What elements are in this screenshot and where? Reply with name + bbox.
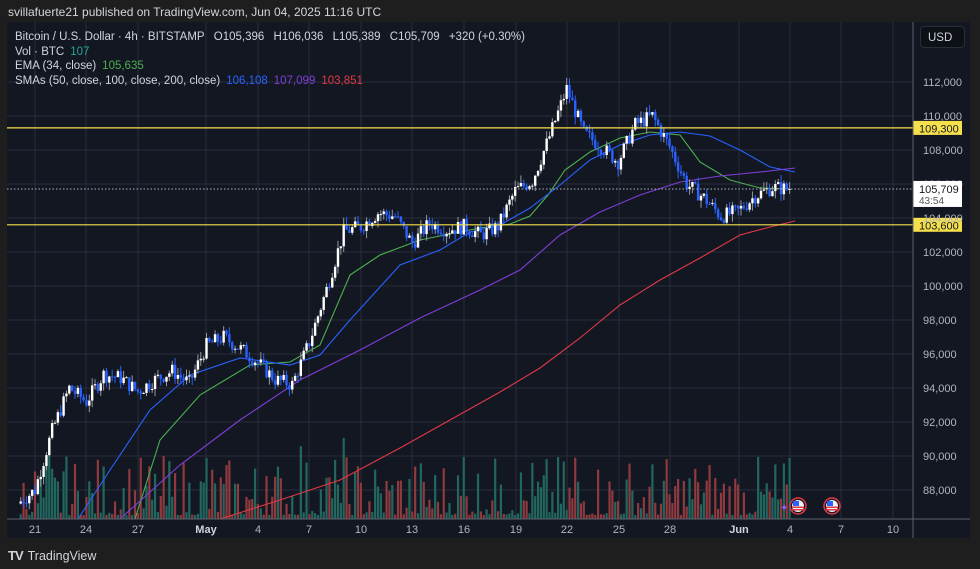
svg-text:21: 21 (29, 524, 41, 536)
sma200-value: 103,851 (321, 74, 363, 87)
svg-text:25: 25 (613, 524, 625, 536)
economic-events[interactable]: ✦ (780, 497, 841, 515)
svg-text:10: 10 (355, 524, 367, 536)
publisher-line: svillafuerte21 published on TradingView.… (8, 5, 382, 19)
moving-average-lines (77, 131, 796, 520)
sma-label: SMAs (50, close, 100, close, 200, close) (15, 74, 221, 87)
currency-button[interactable]: USD (920, 26, 965, 48)
svg-text:96,000: 96,000 (923, 349, 957, 361)
price-change: +320 (+0.30%) (448, 31, 525, 43)
us-event-flag-icon[interactable] (789, 497, 807, 515)
volume-value: 107 (70, 45, 90, 58)
volume-label: Vol · BTC (15, 45, 65, 58)
svg-text:16: 16 (458, 524, 470, 536)
candlesticks (19, 78, 791, 510)
ema-indicator-row[interactable]: EMA (34, close) 105,635 (15, 59, 531, 74)
tradingview-footer: TV TradingView (8, 548, 96, 563)
ohlc-close: C105,709 (389, 31, 440, 43)
svg-text:90,000: 90,000 (923, 451, 957, 463)
svg-text:May: May (195, 524, 217, 536)
svg-text:94,000: 94,000 (923, 383, 957, 395)
svg-text:28: 28 (664, 524, 676, 536)
chart-legend: Bitcoin / U.S. Dollar · 4h · BITSTAMP O1… (15, 30, 531, 88)
svg-text:4: 4 (255, 524, 261, 536)
sma50-value: 106,108 (226, 74, 268, 87)
svg-text:22: 22 (561, 524, 573, 536)
svg-text:13: 13 (406, 524, 418, 536)
chart-panel[interactable]: 109,300 103,600 88,000 90,000 92,000 94,000 9… (7, 22, 970, 538)
ohlc-low: L105,389 (332, 31, 381, 43)
svg-text:19: 19 (510, 524, 522, 536)
svg-text:98,000: 98,000 (923, 315, 957, 327)
volume-bars (19, 437, 791, 519)
volume-indicator-row[interactable]: Vol · BTC 107 (15, 45, 531, 60)
footer-brand: TradingView (27, 548, 97, 563)
horizontal-levels[interactable]: 109,300 103,600 (7, 120, 962, 232)
tradingview-logo-icon: TV (8, 548, 24, 563)
svg-text:7: 7 (838, 524, 844, 536)
svg-text:Jun: Jun (729, 524, 749, 536)
symbol-row[interactable]: Bitcoin / U.S. Dollar · 4h · BITSTAMP O1… (15, 30, 531, 45)
svg-text:10: 10 (887, 524, 899, 536)
ohlc-high: H106,036 (273, 31, 324, 43)
ohlc-open: O105,396 (213, 31, 265, 43)
svg-text:108,000: 108,000 (923, 145, 963, 157)
svg-text:105,709: 105,709 (919, 184, 959, 196)
svg-text:110,000: 110,000 (923, 111, 962, 123)
chart-grid (7, 22, 913, 519)
svg-text:109,300: 109,300 (919, 123, 959, 135)
sma100-value: 107,099 (273, 74, 316, 87)
svg-text:7: 7 (306, 524, 312, 536)
axes: 88,000 90,000 92,000 94,000 96,000 98,000 100,… (7, 22, 970, 538)
svg-text:88,000: 88,000 (923, 485, 957, 497)
ema-label: EMA (34, close) (15, 60, 97, 72)
svg-text:43:54: 43:54 (919, 196, 944, 207)
us-event-flag-icon[interactable] (823, 497, 841, 515)
ema-value: 105,635 (102, 60, 144, 72)
idea-marker-icon: ✦ (780, 503, 788, 514)
symbol-name: Bitcoin / U.S. Dollar · 4h · BITSTAMP (15, 31, 205, 43)
svg-text:27: 27 (132, 524, 144, 536)
sma-indicator-row[interactable]: SMAs (50, close, 100, close, 200, close)… (15, 74, 531, 89)
svg-text:92,000: 92,000 (923, 417, 957, 429)
svg-text:100,000: 100,000 (923, 281, 963, 293)
svg-text:103,600: 103,600 (919, 220, 959, 232)
svg-text:24: 24 (80, 524, 92, 536)
svg-text:102,000: 102,000 (923, 247, 963, 259)
svg-text:4: 4 (787, 524, 793, 536)
svg-text:112,000: 112,000 (923, 77, 962, 89)
svg-text:104,000: 104,000 (923, 213, 963, 225)
price-chart-canvas[interactable]: 109,300 103,600 88,000 90,000 92,000 94,000 9… (7, 22, 970, 538)
